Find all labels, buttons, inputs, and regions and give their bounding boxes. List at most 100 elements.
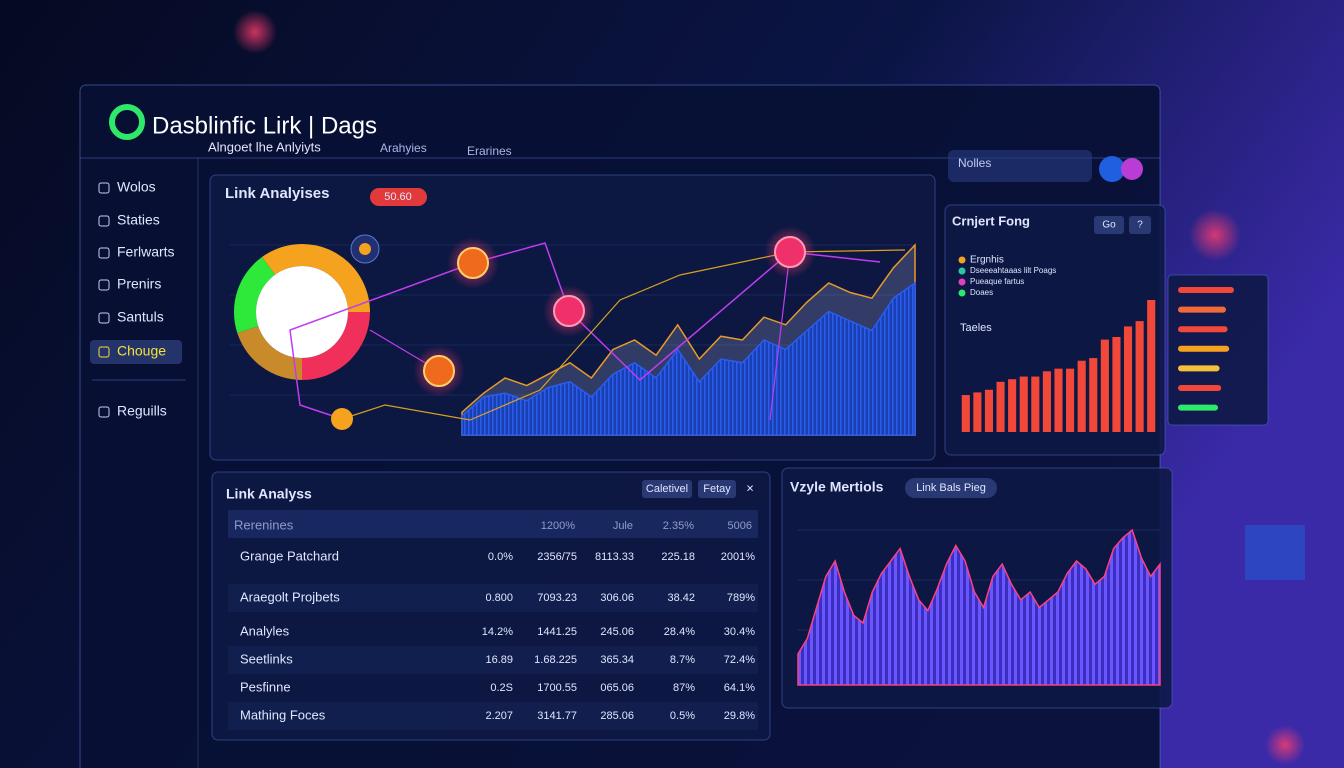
table-header	[228, 510, 758, 538]
nav-item[interactable]: Prenirs	[117, 276, 161, 292]
table-cell: 64.1%	[724, 682, 755, 694]
nav-item[interactable]: Santuls	[117, 309, 164, 325]
bar	[1054, 368, 1063, 432]
tag	[905, 478, 997, 498]
table-cell: 306.06	[600, 592, 634, 604]
bar	[1077, 360, 1086, 432]
donut-segment	[302, 312, 370, 380]
bar	[1042, 371, 1051, 432]
table-cell: 1441.25	[537, 626, 577, 638]
button[interactable]	[642, 480, 692, 498]
nav-item[interactable]: Reguills	[117, 403, 167, 419]
avatar[interactable]	[1099, 156, 1125, 182]
list-bar	[1178, 345, 1230, 352]
list-bar	[1178, 326, 1228, 333]
panel-title: Link Analyises	[225, 185, 330, 202]
table-cell: Analyles	[240, 623, 290, 638]
donut-hole	[256, 266, 348, 358]
legend-label: Doaes	[970, 288, 993, 297]
table-cell: 87%	[673, 682, 695, 694]
nav-icon	[98, 182, 110, 194]
table-cell: 065.06	[600, 682, 634, 694]
table-cell: 38.42	[667, 592, 695, 604]
nav-item[interactable]: Wolos	[117, 179, 156, 195]
deco-cube	[1245, 525, 1305, 580]
list-bar	[1178, 306, 1226, 313]
donut-segment	[262, 243, 370, 312]
search-box[interactable]	[948, 150, 1092, 182]
network-link	[289, 242, 881, 420]
app-subtitle: Alngoet lhe Anlyiyts	[208, 139, 321, 154]
legend-swatch	[958, 267, 966, 275]
panel-title: Link Analyss	[226, 486, 312, 502]
logo	[109, 104, 145, 140]
network-link	[769, 251, 791, 421]
table-row-bg	[228, 702, 758, 730]
table-cell: 0.800	[485, 592, 513, 604]
area-series	[461, 281, 916, 436]
bar	[1089, 358, 1098, 432]
table-header-cell: 2.35%	[663, 520, 694, 532]
button-label[interactable]: ?	[1137, 220, 1143, 231]
button-label[interactable]: Go	[1102, 220, 1116, 231]
table-cell: 8113.33	[595, 551, 634, 563]
button[interactable]	[1094, 216, 1124, 234]
nav-icon	[98, 279, 110, 291]
nav-tab[interactable]: Erarines	[467, 144, 512, 158]
button[interactable]	[1129, 216, 1151, 234]
nav-item[interactable]: Chouge	[117, 343, 166, 359]
table-cell: Grange Patchard	[240, 548, 339, 563]
list-bar	[1178, 385, 1222, 391]
table-cell: 0.2S	[490, 682, 513, 694]
button-label[interactable]: Fetay	[703, 483, 731, 495]
table-cell: 29.8%	[724, 710, 755, 722]
button[interactable]	[698, 480, 736, 498]
button-label[interactable]: Caletivel	[646, 483, 688, 495]
table-cell: Mathing Foces	[240, 707, 326, 722]
table-cell: 8.7%	[670, 654, 695, 666]
legend-label: Pueaque fartus	[970, 277, 1024, 286]
search-text: Nolles	[958, 156, 991, 170]
table-header-cell: 1200%	[541, 520, 575, 532]
bar	[1112, 336, 1121, 432]
table-cell: 3141.77	[537, 710, 577, 722]
nav-item[interactable]: Staties	[117, 212, 160, 228]
bar	[984, 389, 994, 432]
legend-label: Ergnhis	[970, 255, 1004, 266]
close-button[interactable]: ×	[746, 480, 754, 495]
bar	[996, 381, 1005, 432]
app-title: Dasblinfic Lirk | Dags	[152, 112, 377, 139]
table-header-cell: 5006	[728, 520, 752, 532]
list-bar	[1178, 365, 1220, 372]
table-cell: 2356/75	[537, 551, 577, 563]
legend-swatch	[958, 256, 966, 264]
metrics-area	[797, 528, 1161, 686]
panel-title: Vzyle Mertiols	[790, 479, 884, 495]
bokeh	[1265, 725, 1305, 765]
nav-icon	[98, 215, 110, 227]
bokeh	[1189, 209, 1241, 261]
table-cell: 16.89	[485, 654, 513, 666]
table-row-bg	[228, 584, 758, 612]
table-cell: 28.4%	[664, 626, 695, 638]
bar	[1008, 379, 1017, 432]
list-bar	[1178, 404, 1218, 411]
nav-tab[interactable]: Arahyies	[380, 141, 427, 155]
panel-title: Crnjert Fong	[952, 213, 1030, 228]
table-cell: 1.68.225	[534, 654, 577, 666]
nav-icon	[98, 406, 110, 418]
bar	[961, 395, 970, 432]
table-header-cell: Rerenines	[234, 517, 294, 532]
network-nodes	[331, 226, 816, 430]
table-cell: 30.4%	[724, 626, 755, 638]
nav-item[interactable]: Ferlwarts	[117, 244, 175, 260]
bar	[1031, 376, 1040, 432]
nav-icon	[98, 346, 110, 358]
table-cell: 0.0%	[488, 551, 513, 563]
table-panel	[211, 471, 771, 741]
table-cell: 72.4%	[724, 654, 755, 666]
avatar[interactable]	[1121, 158, 1143, 180]
badge-text: 50.60	[384, 191, 412, 203]
badge	[370, 188, 427, 206]
